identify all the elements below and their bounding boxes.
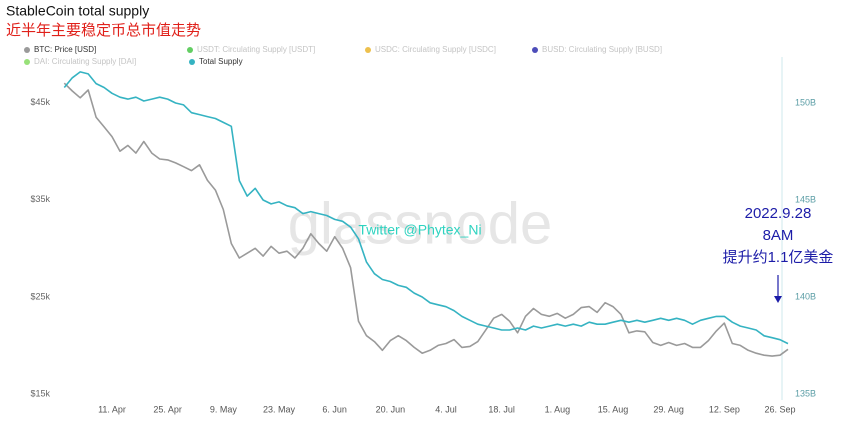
- x-tick-label: 11. Apr: [98, 404, 126, 414]
- x-tick-label: 12. Sep: [709, 404, 740, 414]
- y2-tick-label: 140B: [795, 291, 816, 301]
- x-tick-label: 15. Aug: [598, 404, 629, 414]
- series-line: [63, 82, 789, 357]
- legend-marker: [189, 59, 195, 65]
- y-tick-label: $25k: [30, 291, 50, 301]
- x-tick-label: 4. Jul: [435, 404, 457, 414]
- annotation-text: 8AM: [763, 227, 794, 244]
- watermark: glassnode: [288, 191, 552, 256]
- legend-label: BTC: Price [USD]: [34, 45, 96, 54]
- x-tick-label: 9. May: [210, 404, 238, 414]
- legend-marker: [24, 47, 30, 53]
- x-tick-label: 25. Apr: [153, 404, 182, 414]
- legend-marker: [187, 47, 193, 53]
- y2-tick-label: 150B: [795, 97, 816, 107]
- legend-label: Total Supply: [199, 57, 243, 66]
- x-tick-label: 20. Jun: [376, 404, 406, 414]
- legend-label: DAI: Circulating Supply [DAI]: [34, 57, 136, 66]
- x-tick-label: 1. Aug: [545, 404, 571, 414]
- y2-tick-label: 145B: [795, 194, 816, 204]
- legend-marker: [24, 59, 30, 65]
- x-tick-label: 6. Jun: [322, 404, 347, 414]
- legend-label: USDT: Circulating Supply [USDT]: [197, 45, 315, 54]
- legend-marker: [532, 47, 538, 53]
- annotation-arrowhead: [774, 296, 782, 303]
- x-tick-label: 29. Aug: [653, 404, 684, 414]
- annotation-text: 2022.9.28: [745, 205, 812, 222]
- annotation-text: 提升约1.1亿美金: [723, 249, 834, 266]
- y2-tick-label: 135B: [795, 388, 816, 398]
- x-tick-label: 26. Sep: [764, 404, 795, 414]
- y-tick-label: $35k: [30, 194, 50, 204]
- series-line: [63, 71, 789, 345]
- legend-marker: [365, 47, 371, 53]
- legend-label: USDC: Circulating Supply [USDC]: [375, 45, 496, 54]
- chart-title: StableCoin total supply: [6, 3, 149, 19]
- chart-subtitle: 近半年主要稳定币总市值走势: [6, 22, 201, 39]
- legend-label: BUSD: Circulating Supply [BUSD]: [542, 45, 662, 54]
- y-tick-label: $45k: [30, 97, 50, 107]
- y-tick-label: $15k: [30, 388, 50, 398]
- x-tick-label: 18. Jul: [488, 404, 515, 414]
- x-tick-label: 23. May: [263, 404, 296, 414]
- credit: Twitter @Phytex_Ni: [358, 222, 481, 238]
